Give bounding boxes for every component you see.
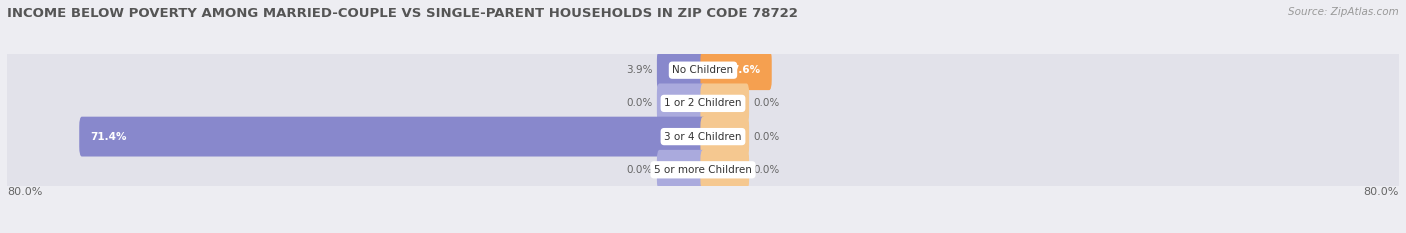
Text: 3.9%: 3.9% (626, 65, 652, 75)
FancyBboxPatch shape (700, 117, 749, 157)
Text: No Children: No Children (672, 65, 734, 75)
FancyBboxPatch shape (79, 117, 706, 157)
FancyBboxPatch shape (657, 83, 706, 123)
FancyBboxPatch shape (700, 83, 749, 123)
FancyBboxPatch shape (700, 150, 749, 190)
Text: 0.0%: 0.0% (626, 165, 652, 175)
Text: 1 or 2 Children: 1 or 2 Children (664, 98, 742, 108)
Text: 71.4%: 71.4% (90, 132, 127, 142)
FancyBboxPatch shape (657, 150, 706, 190)
Text: 0.0%: 0.0% (754, 132, 780, 142)
Text: Source: ZipAtlas.com: Source: ZipAtlas.com (1288, 7, 1399, 17)
Text: 7.6%: 7.6% (731, 65, 761, 75)
FancyBboxPatch shape (4, 69, 1402, 138)
Text: 3 or 4 Children: 3 or 4 Children (664, 132, 742, 142)
Text: 0.0%: 0.0% (754, 165, 780, 175)
Text: 0.0%: 0.0% (626, 98, 652, 108)
Text: 80.0%: 80.0% (7, 187, 42, 197)
Text: 80.0%: 80.0% (1364, 187, 1399, 197)
FancyBboxPatch shape (657, 50, 706, 90)
Text: INCOME BELOW POVERTY AMONG MARRIED-COUPLE VS SINGLE-PARENT HOUSEHOLDS IN ZIP COD: INCOME BELOW POVERTY AMONG MARRIED-COUPL… (7, 7, 799, 20)
Text: 0.0%: 0.0% (754, 98, 780, 108)
FancyBboxPatch shape (4, 35, 1402, 105)
Legend: Married Couples, Single Parents: Married Couples, Single Parents (582, 231, 824, 233)
Text: 5 or more Children: 5 or more Children (654, 165, 752, 175)
FancyBboxPatch shape (4, 102, 1402, 171)
FancyBboxPatch shape (4, 135, 1402, 205)
FancyBboxPatch shape (700, 50, 772, 90)
